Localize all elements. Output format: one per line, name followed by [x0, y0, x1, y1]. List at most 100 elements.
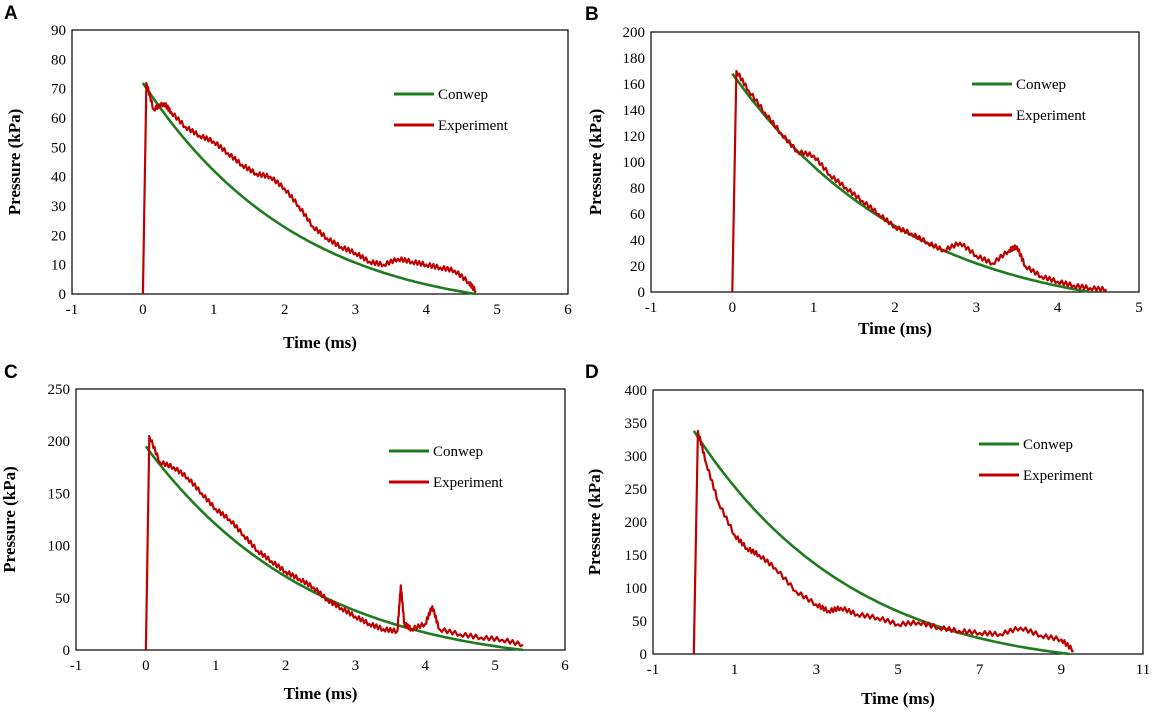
x-tick-label: 2 [281, 302, 289, 318]
x-axis-title: Time (ms) [858, 319, 932, 338]
legend-label: Experiment [1016, 108, 1087, 124]
panel-letter: D [585, 362, 599, 383]
x-tick-label: 3 [352, 302, 360, 318]
x-tick-label: 5 [491, 658, 499, 674]
y-tick-label: 70 [51, 82, 66, 98]
x-tick-label: -1 [647, 662, 660, 678]
y-tick-label: 350 [625, 416, 648, 432]
legend-label: Experiment [433, 475, 504, 491]
x-tick-label: -1 [66, 302, 79, 318]
y-tick-label: 20 [630, 259, 645, 275]
y-tick-label: 0 [638, 285, 646, 301]
y-tick-label: 30 [51, 199, 66, 215]
x-tick-label: 1 [731, 662, 739, 678]
y-tick-label: 40 [51, 170, 66, 186]
legend-label: Experiment [438, 118, 509, 134]
y-tick-label: 60 [630, 207, 645, 223]
x-tick-label: 5 [1135, 300, 1143, 316]
panel-letter: C [4, 362, 18, 383]
y-tick-label: 10 [51, 258, 66, 274]
y-tick-label: 250 [625, 482, 648, 498]
series-experiment-line [141, 81, 477, 295]
y-tick-label: 80 [51, 52, 66, 68]
series-conwep-line [141, 82, 477, 296]
x-tick-label: 4 [422, 658, 430, 674]
y-tick-label: 0 [640, 647, 648, 663]
y-tick-label: 200 [48, 434, 71, 450]
y-tick-label: 100 [48, 539, 71, 555]
y-tick-label: 200 [625, 515, 648, 531]
y-tick-label: 20 [51, 228, 66, 244]
series-experiment-line [731, 69, 1108, 293]
y-tick-label: 80 [630, 181, 645, 197]
panel-d: D 0 50 100 150 200 250 300 350 400 -1 1 3 5 7 9 11 Time (… [585, 362, 1150, 708]
x-tick-label: 9 [1058, 662, 1066, 678]
y-tick-label: 0 [59, 287, 67, 303]
series-experiment-line [692, 429, 1075, 655]
plot-frame [650, 31, 1140, 293]
x-tick-label: -1 [645, 300, 658, 316]
y-tick-label: 40 [630, 233, 645, 249]
x-tick-label: 5 [894, 662, 902, 678]
y-tick-label: 140 [623, 103, 646, 119]
x-tick-label: 4 [423, 302, 431, 318]
x-tick-label: 4 [1054, 300, 1062, 316]
x-tick-label: -1 [70, 658, 83, 674]
y-tick-label: 0 [63, 643, 71, 659]
y-tick-label: 100 [625, 581, 648, 597]
plot-frame [71, 29, 569, 295]
y-axis-title: Pressure (kPa) [0, 466, 19, 573]
x-axis-title: Time (ms) [283, 333, 357, 352]
x-tick-label: 7 [976, 662, 984, 678]
y-tick-label: 300 [625, 449, 648, 465]
x-tick-label: 11 [1136, 662, 1150, 678]
x-tick-label: 3 [813, 662, 821, 678]
y-tick-label: 50 [632, 614, 647, 630]
y-tick-label: 50 [51, 140, 66, 156]
y-axis-title: Pressure (kPa) [586, 109, 605, 216]
legend-label: Conwep [1023, 437, 1073, 453]
x-axis-title: Time (ms) [284, 684, 358, 703]
x-tick-label: 5 [493, 302, 501, 318]
y-tick-label: 90 [51, 23, 66, 39]
x-tick-label: 1 [810, 300, 818, 316]
x-tick-label: 2 [282, 658, 290, 674]
panel-letter: A [4, 3, 18, 24]
x-tick-label: 3 [352, 658, 360, 674]
y-axis-title: Pressure (kPa) [585, 469, 604, 576]
y-tick-label: 150 [48, 486, 71, 502]
legend-label: Experiment [1023, 468, 1094, 484]
x-tick-label: 0 [142, 658, 150, 674]
y-tick-label: 60 [51, 111, 66, 127]
legend-label: Conwep [1016, 77, 1066, 93]
x-axis-title: Time (ms) [861, 689, 935, 708]
x-tick-label: 0 [139, 302, 147, 318]
y-tick-label: 50 [55, 591, 70, 607]
y-tick-label: 160 [623, 77, 646, 93]
legend-label: Conwep [433, 444, 483, 460]
y-tick-label: 150 [625, 548, 648, 564]
y-tick-label: 250 [48, 382, 71, 398]
x-tick-label: 6 [564, 302, 572, 318]
x-tick-label: 0 [729, 300, 737, 316]
plot-frame [75, 388, 566, 651]
y-tick-label: 100 [623, 155, 646, 171]
x-tick-label: 1 [210, 302, 218, 318]
y-tick-label: 200 [623, 25, 646, 41]
y-axis-title: Pressure (kPa) [5, 109, 24, 216]
y-tick-label: 400 [625, 383, 648, 399]
x-tick-label: 1 [212, 658, 220, 674]
x-tick-label: 2 [891, 300, 899, 316]
x-tick-label: 6 [561, 658, 569, 674]
panel-letter: B [585, 4, 599, 25]
plot-frame [652, 389, 1144, 655]
y-tick-label: 180 [623, 51, 646, 67]
y-tick-label: 120 [623, 129, 646, 145]
x-tick-label: 3 [973, 300, 981, 316]
series-experiment-line [144, 434, 524, 651]
legend-label: Conwep [438, 87, 488, 103]
series-conwep-line [692, 430, 1070, 656]
